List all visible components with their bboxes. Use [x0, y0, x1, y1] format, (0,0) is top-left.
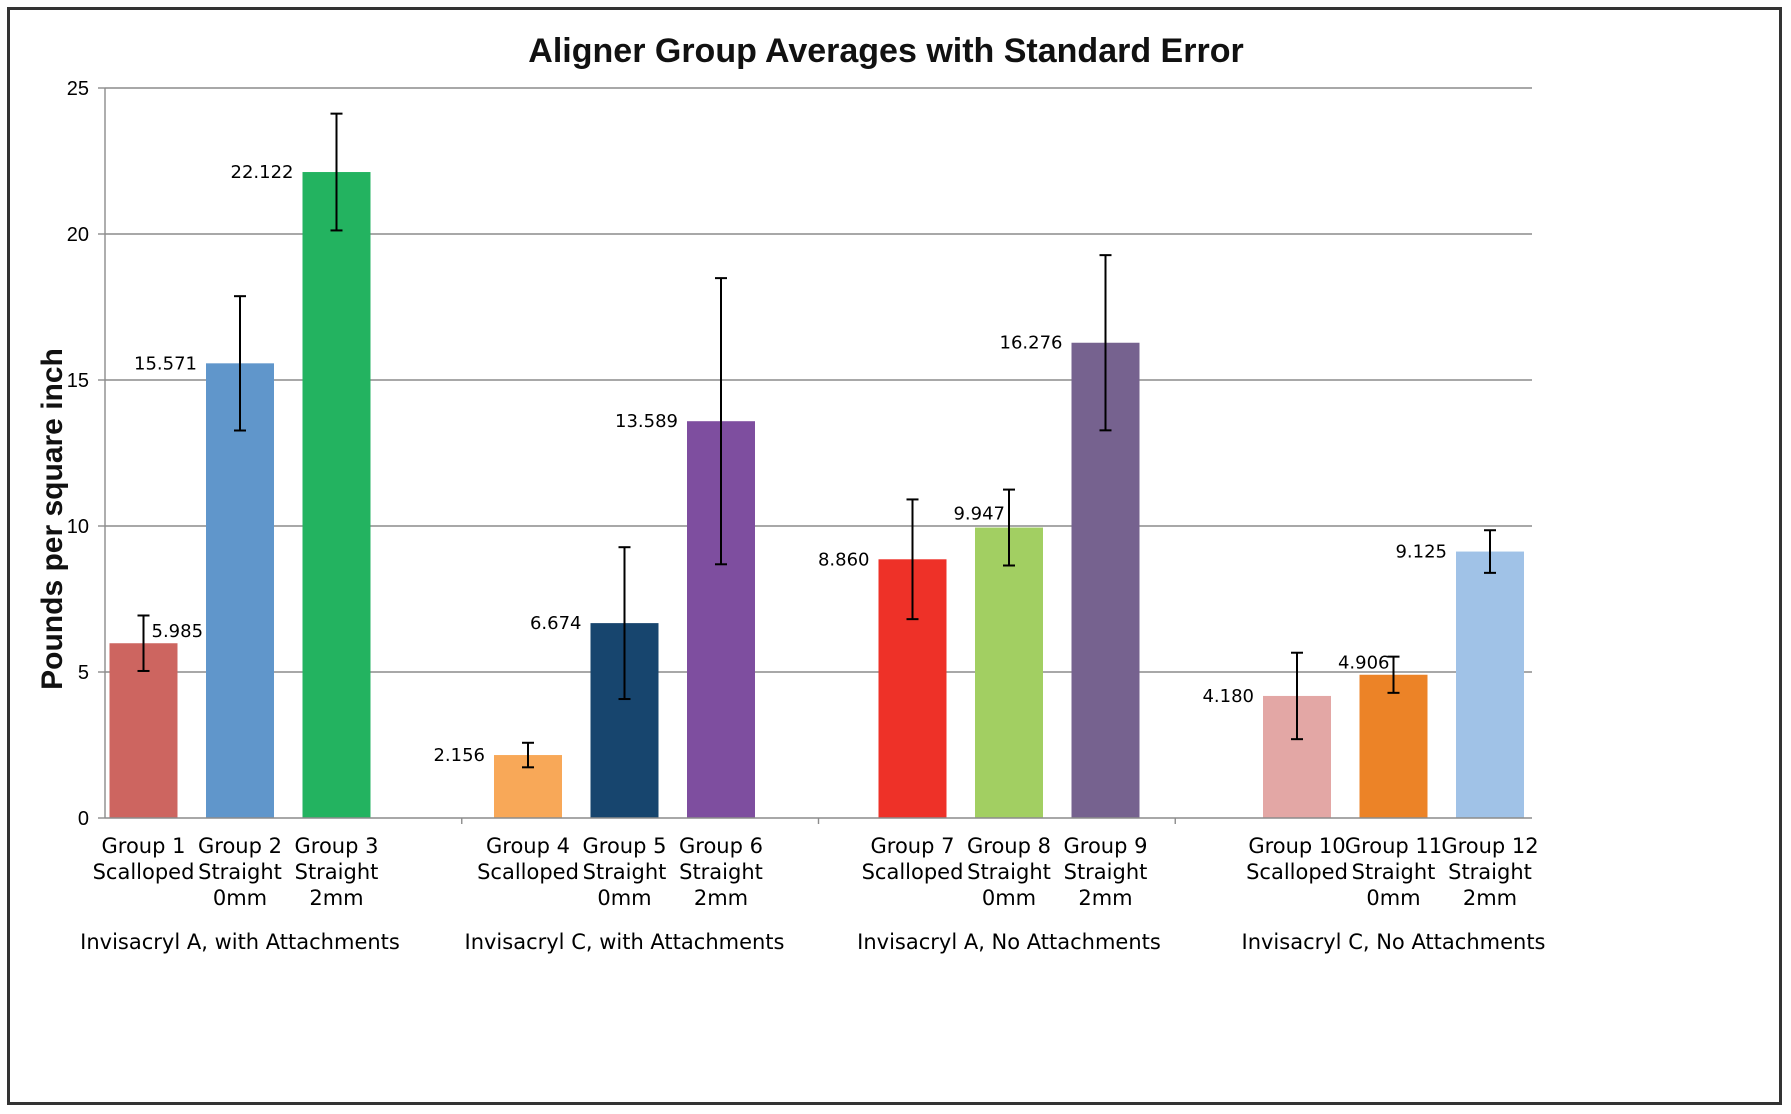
chart-title: Aligner Group Averages with Standard Err… — [528, 32, 1243, 70]
category-label: 0mm — [597, 886, 651, 910]
error-bars — [137, 112, 1496, 769]
category-label: Group 9 — [1064, 834, 1148, 858]
category-label: Group 7 — [871, 834, 955, 858]
category-label: 2mm — [1463, 886, 1517, 910]
data-label: 9.125 — [1395, 542, 1447, 563]
bar — [206, 363, 274, 818]
data-label: 15.571 — [134, 353, 197, 374]
bar — [1456, 551, 1524, 818]
bars — [109, 172, 1524, 818]
group-label: Invisacryl C, No Attachments — [1242, 930, 1546, 954]
axes: 0 5 10 15 20 25 — [67, 78, 1532, 830]
category-label: Group 2 — [198, 834, 282, 858]
category-label: Straight — [1064, 860, 1148, 884]
bar — [1359, 674, 1428, 818]
data-label: 9.947 — [953, 504, 1005, 525]
category-label: Straight — [679, 860, 763, 884]
category-label: Straight — [198, 860, 282, 884]
category-label: Group 6 — [679, 834, 763, 858]
category-label: 0mm — [213, 886, 267, 910]
category-label: 0mm — [1366, 886, 1420, 910]
category-label: Group 11 — [1345, 834, 1442, 858]
category-label: Group 5 — [583, 834, 667, 858]
category-label: Group 4 — [486, 834, 570, 858]
category-label: Straight — [583, 860, 667, 884]
y-tick-label: 20 — [67, 224, 89, 246]
bar — [109, 643, 178, 818]
category-label: 2mm — [1078, 886, 1132, 910]
category-label: Group 3 — [295, 834, 379, 858]
data-label: 4.906 — [1338, 653, 1390, 674]
group-labels: Invisacryl A, with Attachments Invisacryl… — [80, 930, 1545, 954]
y-tick-label: 5 — [78, 662, 89, 684]
data-label: 16.276 — [1000, 333, 1063, 354]
y-tick-label: 25 — [67, 78, 89, 100]
data-label: 6.674 — [530, 613, 582, 634]
category-label: Straight — [1352, 860, 1436, 884]
category-label: Scalloped — [477, 860, 579, 884]
value-labels: 5.985 15.571 22.122 2.156 6.674 13.589 8.860 9.… — [134, 162, 1447, 766]
category-label: Straight — [967, 860, 1051, 884]
data-label: 22.122 — [231, 162, 294, 183]
y-axis-label: Pounds per square inch — [36, 348, 69, 690]
y-tick-label: 0 — [78, 808, 89, 830]
category-label: 2mm — [694, 886, 748, 910]
category-label: Group 12 — [1441, 834, 1538, 858]
data-label: 5.985 — [152, 621, 204, 642]
category-label: Group 10 — [1248, 834, 1345, 858]
category-label: Scalloped — [1246, 860, 1348, 884]
y-tick-label: 15 — [67, 370, 89, 392]
data-label: 4.180 — [1202, 686, 1254, 707]
bar — [975, 527, 1043, 818]
category-label: 0mm — [982, 886, 1036, 910]
category-label: Group 8 — [967, 834, 1051, 858]
data-label: 8.860 — [818, 549, 870, 570]
category-label: Group 1 — [102, 834, 186, 858]
data-label: 2.156 — [433, 745, 485, 766]
group-label: Invisacryl A, with Attachments — [80, 930, 400, 954]
category-label: Scalloped — [862, 860, 964, 884]
category-label: 2mm — [309, 886, 363, 910]
category-label: Straight — [1448, 860, 1532, 884]
chart-frame: Aligner Group Averages with Standard Err… — [7, 7, 1782, 1105]
data-label: 13.589 — [615, 411, 678, 432]
bar-chart: Aligner Group Averages with Standard Err… — [36, 32, 1546, 954]
group-label: Invisacryl C, with Attachments — [465, 930, 785, 954]
group-label: Invisacryl A, No Attachments — [857, 930, 1161, 954]
bar — [302, 172, 371, 818]
y-tick-label: 10 — [67, 516, 89, 538]
category-label: Scalloped — [93, 860, 195, 884]
category-label: Straight — [295, 860, 379, 884]
